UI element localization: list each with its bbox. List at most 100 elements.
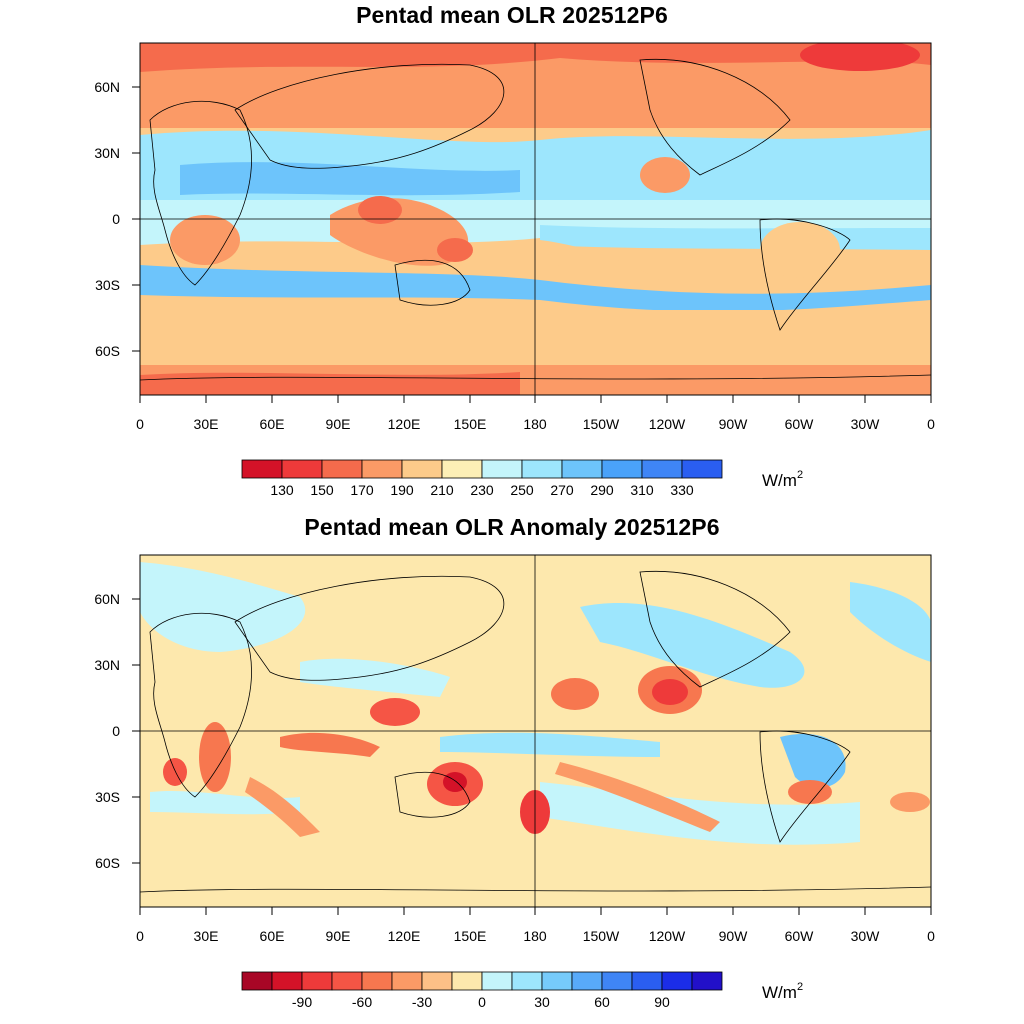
field-southern-ocean: [140, 310, 931, 365]
colorbar-label: 60: [594, 994, 610, 1010]
lon-label: 30E: [194, 928, 219, 944]
colorbar-swatch: [241, 971, 273, 991]
field-warm-anom-core: [652, 679, 688, 705]
field-warm-anom: [551, 678, 599, 710]
colorbar-swatch: [241, 459, 283, 479]
lon-label: 120E: [388, 928, 421, 944]
lon-label: 150W: [583, 928, 620, 944]
colorbar-swatch: [331, 971, 363, 991]
lon-axis: 0 30E 60E 90E 120E 150E 180 150W 120W 90…: [136, 907, 935, 944]
colorbar-swatch: [691, 971, 723, 991]
colorbar-swatch: [541, 971, 573, 991]
olr-anomaly-figure: 0 30E 60E 90E 120E 150E 180 150W 120W 90…: [94, 554, 935, 1010]
colorbar-label: 230: [470, 482, 494, 498]
field-subtropics-south: [140, 265, 931, 312]
lon-label: 90W: [719, 928, 749, 944]
field-warm-anom: [788, 780, 832, 804]
field-warm-anom: [245, 777, 320, 837]
colorbar-swatch: [391, 971, 423, 991]
lon-label: 30E: [194, 416, 219, 432]
lon-label: 30W: [851, 416, 881, 432]
field-antarctic-warm: [140, 372, 520, 395]
field-subtropics-north-cool: [180, 162, 520, 196]
lon-label: 180: [523, 928, 547, 944]
field-convection-core: [437, 238, 473, 262]
colorbar-label: 250: [510, 482, 534, 498]
lon-label: 150E: [454, 928, 487, 944]
colorbar-label: 330: [670, 482, 694, 498]
field-warm-anom: [555, 762, 720, 832]
field-north-arctic: [140, 43, 931, 72]
lat-label: 30N: [94, 145, 120, 161]
field-warm-anom: [199, 722, 231, 792]
field-cool-anom: [580, 603, 805, 688]
colorbar-swatch: [561, 459, 603, 479]
colorbar-swatch: [481, 459, 523, 479]
coastlines: [140, 58, 931, 381]
field-africa-convection: [170, 215, 240, 265]
field-warm-anom: [163, 758, 187, 786]
lon-label: 120W: [649, 928, 686, 944]
field-cool-anom: [440, 732, 660, 757]
olr-mean-figure: 0 30E 60E 90E 120E 150E 180 150W 120W 90…: [94, 42, 935, 498]
field-cool-anom: [300, 658, 450, 697]
colorbar-unit: W/m2: [762, 469, 803, 490]
unit-base: W/m: [762, 983, 797, 1002]
lon-label: 0: [136, 416, 144, 432]
field-warm-anom: [280, 732, 380, 757]
lat-label: 60N: [94, 591, 120, 607]
field-cool-anom: [780, 733, 846, 788]
colorbar-swatch: [321, 459, 363, 479]
lon-label: 0: [927, 416, 935, 432]
colorbar-swatch: [361, 971, 393, 991]
lat-axis: 60N 30N 0 30S 60S: [94, 79, 140, 359]
lon-label: 90E: [326, 416, 351, 432]
unit-base: W/m: [762, 471, 797, 490]
colorbar-swatch: [601, 971, 633, 991]
field-warm-anom: [370, 698, 420, 726]
olr-mean-panel: Pentad mean OLR 202512P6: [94, 2, 935, 498]
colorbar-labels: -90 -60 -30 0 30 60 90: [292, 994, 670, 1010]
colorbar-swatch: [281, 459, 323, 479]
colorbar-label: 210: [430, 482, 454, 498]
lat-label: 60N: [94, 79, 120, 95]
lon-label: 60E: [260, 928, 285, 944]
colorbar-label: -30: [412, 994, 432, 1010]
lon-label: 150W: [583, 416, 620, 432]
unit-exponent: 2: [797, 981, 803, 993]
unit-exponent: 2: [797, 469, 803, 481]
colorbar-swatch: [571, 971, 603, 991]
colorbar-label: 170: [350, 482, 374, 498]
colorbar-label: 310: [630, 482, 654, 498]
lon-label: 30W: [851, 928, 881, 944]
colorbar-label: 130: [270, 482, 294, 498]
lat-label: 60S: [95, 343, 120, 359]
colorbar-label: 0: [478, 994, 486, 1010]
colorbar-label: 290: [590, 482, 614, 498]
field-cool-anom: [850, 582, 931, 662]
colorbar-label: -60: [352, 994, 372, 1010]
lon-axis: 0 30E 60E 90E 120E 150E 180 150W 120W 90…: [136, 395, 935, 432]
field-convection-core: [358, 196, 402, 224]
colorbar-swatch: [401, 459, 443, 479]
lon-label: 180: [523, 416, 547, 432]
lat-label: 30S: [95, 277, 120, 293]
colorbar: [241, 971, 723, 991]
lat-label: 30N: [94, 657, 120, 673]
colorbar-swatch: [681, 459, 723, 479]
lon-label: 0: [136, 928, 144, 944]
lon-label: 150E: [454, 416, 487, 432]
colorbar-swatch: [421, 971, 453, 991]
lon-label: 60E: [260, 416, 285, 432]
lat-label: 60S: [95, 855, 120, 871]
field-amazon: [760, 222, 840, 278]
colorbar-label: 190: [390, 482, 414, 498]
lat-label: 0: [112, 211, 120, 227]
colorbar-swatch: [511, 971, 543, 991]
colorbar-swatch: [661, 971, 693, 991]
coastlines: [140, 570, 931, 893]
colorbar-swatch: [521, 459, 563, 479]
lon-label: 120W: [649, 416, 686, 432]
colorbar-swatch: [481, 971, 513, 991]
field-greenland-max: [800, 43, 920, 71]
